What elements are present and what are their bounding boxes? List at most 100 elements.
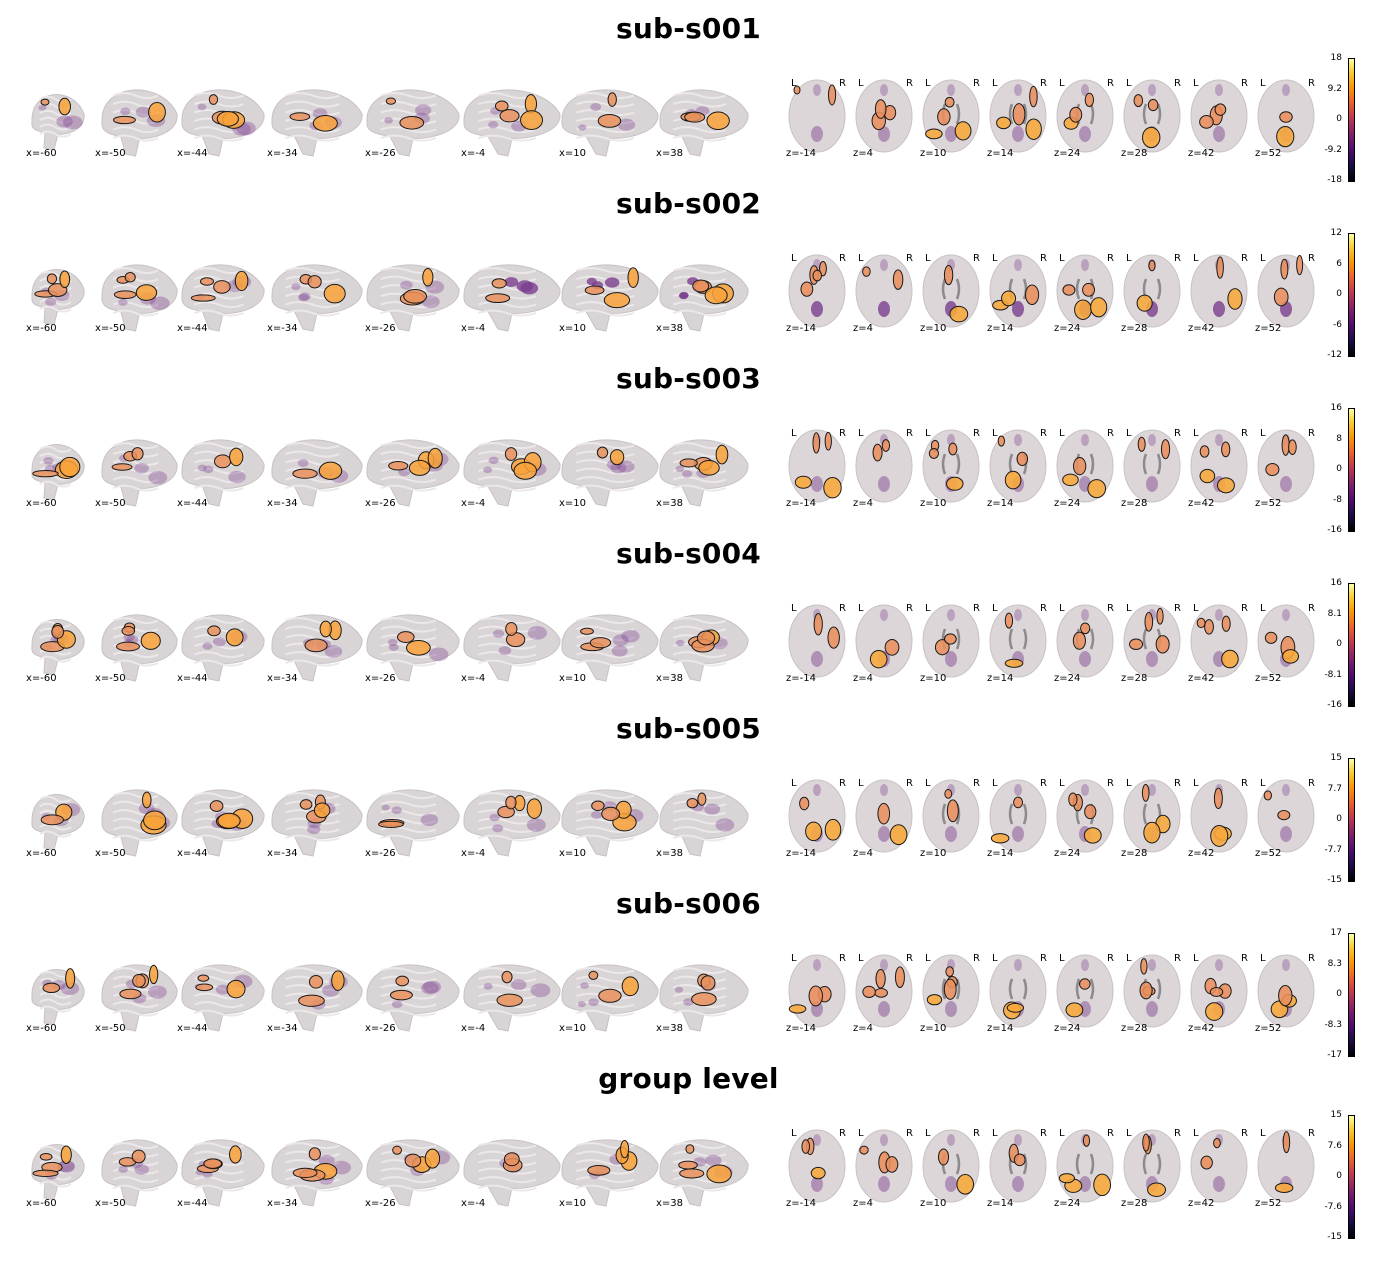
- slice-coordinate-label: x=-4: [461, 673, 486, 684]
- slice-coordinate-label: z=42: [1188, 673, 1215, 684]
- orientation-left-label: L: [791, 78, 797, 89]
- sagittal-slice: [22, 78, 94, 156]
- orientation-right-label: R: [973, 253, 980, 264]
- axial-slice: [919, 949, 983, 1029]
- orientation-right-label: R: [1040, 603, 1047, 614]
- orientation-right-label: R: [1174, 953, 1181, 964]
- slice-coordinate-label: x=10: [559, 1023, 587, 1034]
- slice-coordinate-label: x=10: [559, 498, 587, 509]
- slice-coordinate-label: z=-14: [786, 673, 816, 684]
- orientation-right-label: R: [1174, 603, 1181, 614]
- orientation-right-label: R: [906, 1128, 913, 1139]
- orientation-right-label: R: [1040, 253, 1047, 264]
- colorbar-tick-label: 8: [1336, 433, 1342, 444]
- orientation-right-label: R: [839, 78, 846, 89]
- orientation-right-label: R: [1107, 603, 1114, 614]
- sagittal-slice: [357, 778, 469, 857]
- slice-coordinate-label: z=42: [1188, 1023, 1215, 1034]
- slice-coordinate-label: z=24: [1054, 148, 1081, 159]
- orientation-right-label: R: [839, 953, 846, 964]
- orientation-right-label: R: [973, 778, 980, 789]
- panel-title: sub-s005: [616, 712, 761, 745]
- slice-coordinate-label: z=10: [920, 1023, 947, 1034]
- orientation-right-label: R: [906, 253, 913, 264]
- slice-coordinate-label: x=-34: [267, 148, 298, 159]
- slice-coordinate-label: x=-26: [365, 673, 396, 684]
- colorbar-tick-label: -16: [1327, 700, 1342, 710]
- axial-slice: [919, 774, 983, 854]
- axial-slice: [1187, 1124, 1251, 1204]
- orientation-right-label: R: [1241, 428, 1248, 439]
- axial-slice: [852, 774, 916, 854]
- slice-coordinate-label: x=-50: [95, 1198, 126, 1209]
- orientation-left-label: L: [858, 253, 864, 264]
- slice-coordinate-label: z=14: [987, 848, 1014, 859]
- slice-coordinate-label: z=28: [1121, 673, 1148, 684]
- sagittal-slice: [92, 78, 187, 157]
- axial-slice: [1120, 774, 1184, 854]
- orientation-right-label: R: [1308, 953, 1315, 964]
- orientation-left-label: L: [858, 1128, 864, 1139]
- colorbar-tick-label: 0: [1336, 1171, 1342, 1181]
- slice-coordinate-label: z=24: [1054, 323, 1081, 334]
- sagittal-slice: [172, 428, 274, 507]
- orientation-right-label: R: [1040, 778, 1047, 789]
- orientation-left-label: L: [1126, 428, 1132, 439]
- sagittal-slice: [454, 953, 570, 1032]
- axial-slice: [852, 599, 916, 679]
- sagittal-slice: [650, 1128, 758, 1207]
- slice-coordinate-label: z=-14: [786, 1198, 816, 1209]
- colorbar-tick-label: 0: [1336, 639, 1342, 649]
- orientation-right-label: R: [906, 953, 913, 964]
- slice-coordinate-label: x=-60: [26, 498, 57, 509]
- subject-panel: sub-s002 x=-60 x=-50 x=-44 x=-34 x=-26 x=-4 x=1…: [0, 175, 1377, 360]
- orientation-right-label: R: [1241, 253, 1248, 264]
- colorbar-tick-label: 7.6: [1327, 1140, 1342, 1151]
- slice-coordinate-label: x=-34: [267, 1023, 298, 1034]
- orientation-left-label: L: [992, 253, 998, 264]
- sagittal-slice: [552, 778, 668, 857]
- axial-slice: [785, 949, 849, 1029]
- slice-coordinate-label: z=14: [987, 498, 1014, 509]
- slice-coordinate-label: x=-60: [26, 148, 57, 159]
- slice-coordinate-label: z=28: [1121, 323, 1148, 334]
- axial-slice: [852, 1124, 916, 1204]
- axial-slice: [1254, 774, 1318, 854]
- axial-slice: [1053, 249, 1117, 329]
- orientation-right-label: R: [1174, 1128, 1181, 1139]
- panel-title: sub-s003: [616, 362, 761, 395]
- axial-slice: [1187, 599, 1251, 679]
- slice-coordinate-label: z=28: [1121, 498, 1148, 509]
- orientation-right-label: R: [1308, 253, 1315, 264]
- axial-slice: [1187, 249, 1251, 329]
- orientation-left-label: L: [1059, 953, 1065, 964]
- sagittal-slice: [22, 778, 94, 856]
- orientation-left-label: L: [1193, 953, 1199, 964]
- axial-slice: [1187, 74, 1251, 154]
- orientation-right-label: R: [1308, 78, 1315, 89]
- slice-coordinate-label: x=-44: [177, 1023, 208, 1034]
- colorbar-tick-label: 15: [1330, 753, 1342, 763]
- orientation-right-label: R: [1308, 1128, 1315, 1139]
- orientation-left-label: L: [858, 953, 864, 964]
- sagittal-slice: [262, 778, 372, 857]
- sagittal-slice: [92, 953, 187, 1032]
- sagittal-slice: [92, 428, 187, 507]
- slice-coordinate-label: x=-44: [177, 148, 208, 159]
- axial-slice: [986, 424, 1050, 504]
- slice-coordinate-label: x=10: [559, 148, 587, 159]
- orientation-left-label: L: [992, 953, 998, 964]
- orientation-right-label: R: [1040, 953, 1047, 964]
- orientation-left-label: L: [992, 778, 998, 789]
- axial-slice: [919, 424, 983, 504]
- slice-coordinate-label: z=52: [1255, 673, 1282, 684]
- slice-coordinate-label: x=10: [559, 323, 587, 334]
- colorbar-tick-label: -8.3: [1324, 1019, 1342, 1030]
- axial-slice: [986, 249, 1050, 329]
- axial-slice: [852, 249, 916, 329]
- orientation-left-label: L: [1059, 778, 1065, 789]
- colorbar-tick-label: -9.2: [1324, 144, 1342, 155]
- axial-slice: [1120, 599, 1184, 679]
- slice-coordinate-label: x=-60: [26, 1023, 57, 1034]
- sagittal-slice: [650, 953, 758, 1032]
